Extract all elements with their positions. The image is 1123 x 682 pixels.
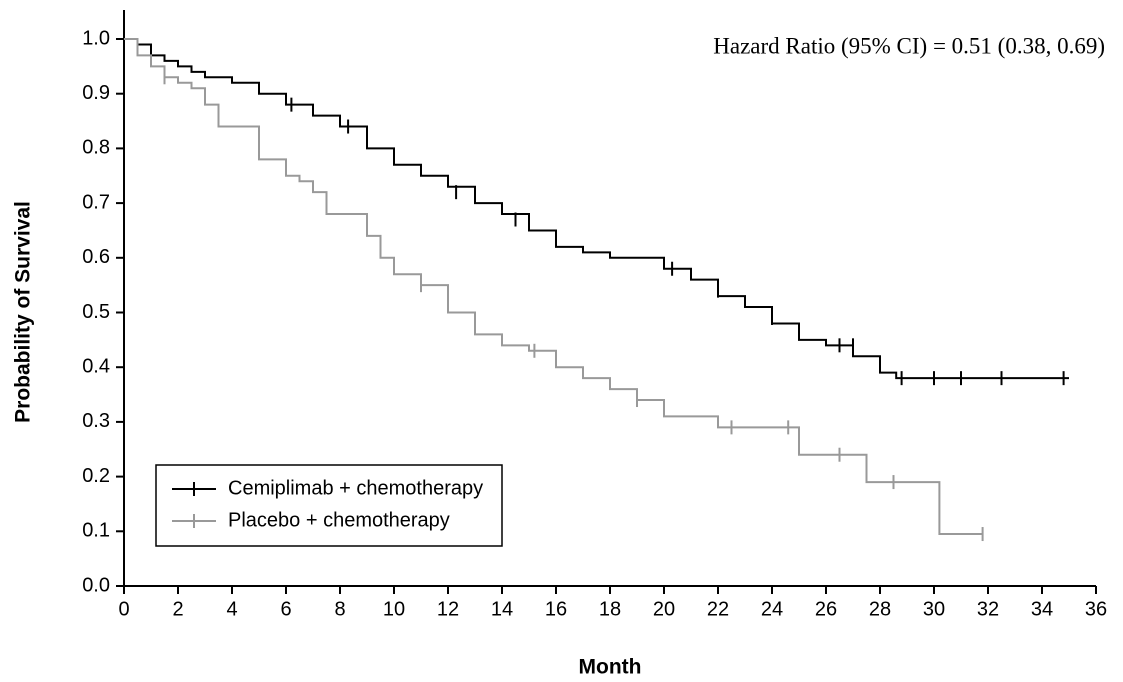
- legend-box: [155, 464, 503, 547]
- annotation: Hazard Ratio (95% CI) = 0.51 (0.38, 0.69…: [713, 33, 1105, 58]
- y-tick-label: 1.0: [82, 27, 110, 49]
- y-tick-label: 0.7: [82, 191, 110, 213]
- x-tick-label: 0: [118, 598, 129, 620]
- x-tick-label: 26: [815, 598, 837, 620]
- x-axis-label: Month: [579, 656, 642, 679]
- legend-label: Cemiplimab + chemotherapy: [228, 477, 483, 499]
- survival-curve: [124, 38, 1069, 380]
- y-tick-label: 0.6: [82, 246, 110, 268]
- y-axis-label: Probability of Survival: [12, 201, 35, 423]
- y-tick-label: 0.8: [82, 137, 110, 159]
- x-tick-label: 12: [437, 598, 459, 620]
- x-tick-label: 22: [707, 598, 729, 620]
- x-tick-label: 6: [280, 598, 291, 620]
- y-tick-label: 0.5: [82, 301, 110, 323]
- x-tick-label: 16: [545, 598, 567, 620]
- legend-label: Placebo + chemotherapy: [228, 509, 450, 531]
- x-tick-label: 32: [977, 598, 999, 620]
- y-tick-label: 0.2: [82, 465, 110, 487]
- x-tick-label: 10: [383, 598, 405, 620]
- x-tick-label: 14: [491, 598, 513, 620]
- x-tick-label: 36: [1085, 598, 1107, 620]
- x-tick-label: 30: [923, 598, 945, 620]
- y-tick-label: 0.3: [82, 410, 110, 432]
- x-tick-label: 24: [761, 598, 783, 620]
- x-tick-label: 28: [869, 598, 891, 620]
- x-tick-label: 2: [172, 598, 183, 620]
- survival-curve: [124, 38, 983, 536]
- y-tick-label: 0.0: [82, 574, 110, 596]
- x-tick-label: 4: [226, 598, 237, 620]
- x-tick-label: 8: [334, 598, 345, 620]
- y-tick-label: 0.1: [82, 520, 110, 542]
- x-tick-label: 34: [1031, 598, 1053, 620]
- y-tick-label: 0.4: [82, 355, 110, 377]
- y-tick-label: 0.9: [82, 82, 110, 104]
- x-tick-label: 20: [653, 598, 675, 620]
- x-tick-label: 18: [599, 598, 621, 620]
